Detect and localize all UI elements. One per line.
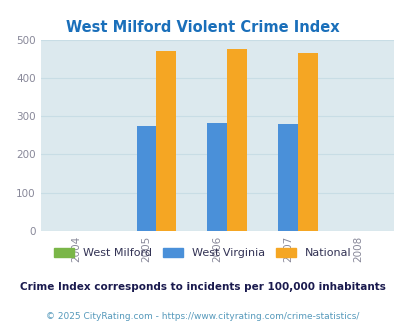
Legend: West Milford, West Virginia, National: West Milford, West Virginia, National bbox=[50, 243, 355, 262]
Bar bbox=[136, 126, 156, 231]
Text: Crime Index corresponds to incidents per 100,000 inhabitants: Crime Index corresponds to incidents per… bbox=[20, 282, 385, 292]
Bar bbox=[297, 53, 317, 231]
Text: © 2025 CityRating.com - https://www.cityrating.com/crime-statistics/: © 2025 CityRating.com - https://www.city… bbox=[46, 312, 359, 321]
Bar bbox=[207, 123, 226, 231]
Text: West Milford Violent Crime Index: West Milford Violent Crime Index bbox=[66, 20, 339, 35]
Bar bbox=[277, 124, 297, 231]
Bar bbox=[156, 51, 176, 231]
Bar bbox=[226, 49, 246, 231]
